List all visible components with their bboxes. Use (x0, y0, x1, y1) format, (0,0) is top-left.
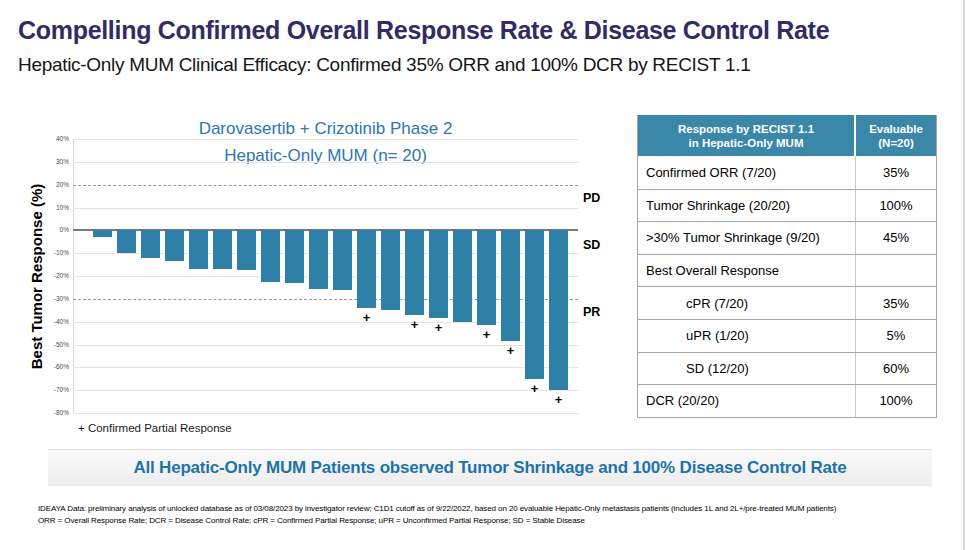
chart-legend: + Confirmed Partial Response (78, 422, 232, 434)
table-header-response-column: Response by RECIST 1.1 in Hepatic-Only M… (638, 115, 856, 156)
y-tick-label: -80% (33, 409, 69, 416)
gridline-20 (73, 185, 578, 186)
patient-bar (357, 230, 376, 308)
table-row: cPR (7/20)35% (638, 286, 936, 319)
y-tick-label: -70% (33, 386, 69, 393)
table-row: >30% Tumor Shrinkage (9/20)45% (638, 221, 936, 254)
patient-bar (141, 230, 160, 257)
table-row-label: SD (12/20) (638, 353, 856, 385)
slide: Compelling Confirmed Overall Response Ra… (0, 0, 965, 550)
table-row-value: 35% (856, 156, 936, 189)
zone-label-pr: PR (583, 305, 623, 319)
table-row-label: Best Overall Response (638, 255, 856, 287)
gridline--60 (73, 367, 578, 368)
table-row-label: cPR (7/20) (638, 287, 856, 319)
table-row-value: 35% (856, 287, 936, 319)
table-row: uPR (1/20)5% (638, 319, 936, 352)
patient-bar (405, 230, 424, 314)
y-tick-label: 10% (33, 204, 69, 211)
table-row: SD (12/20)60% (638, 352, 936, 385)
table-row: Confirmed ORR (7/20)35% (638, 156, 936, 189)
waterfall-plot: 40%30%20%10%0%-10%-20%-30%-40%-50%-60%-7… (73, 139, 578, 413)
patient-bar (189, 230, 208, 269)
zone-label-pd: PD (583, 191, 623, 205)
results-table-body: Confirmed ORR (7/20)35%Tumor Shrinkage (… (638, 156, 936, 417)
patient-bar (165, 230, 184, 261)
patient-bar (117, 230, 136, 253)
patient-bar (213, 230, 232, 269)
y-tick-label: -20% (33, 272, 69, 279)
table-row: Tumor Shrinkage (20/20)100% (638, 189, 936, 222)
patient-bar (261, 230, 280, 281)
patient-bar (525, 230, 544, 378)
confirmed-pr-plus-marker: + (432, 320, 446, 335)
table-row-value: 5% (856, 320, 936, 352)
table-row: Best Overall Response (638, 254, 936, 287)
patient-bar (333, 230, 352, 289)
footnote-data-source: IDEAYA Data: preliminary analysis of unl… (38, 504, 948, 513)
patient-bar (381, 230, 400, 310)
table-row-value (856, 255, 936, 287)
y-tick-label: 40% (33, 135, 69, 142)
results-table-header: Response by RECIST 1.1 in Hepatic-Only M… (638, 115, 936, 156)
zone-label-sd: SD (583, 238, 623, 252)
table-row-value: 100% (856, 190, 936, 222)
confirmed-pr-plus-marker: + (480, 327, 494, 342)
chart-title-line1: Darovasertib + Crizotinib Phase 2 (73, 119, 578, 139)
table-row-label: Tumor Shrinkage (20/20) (638, 190, 856, 222)
table-row-value: 60% (856, 353, 936, 385)
gridline--70 (73, 390, 578, 391)
table-row-label: >30% Tumor Shrinkage (9/20) (638, 222, 856, 254)
page-title: Compelling Confirmed Overall Response Ra… (18, 16, 938, 45)
gridline-30 (73, 162, 578, 163)
confirmed-pr-plus-marker: + (504, 343, 518, 358)
patient-bar (429, 230, 448, 318)
patient-bar (501, 230, 520, 341)
patient-bar (549, 230, 568, 390)
table-header-evaluable-column: Evaluable (N=20) (856, 115, 936, 156)
y-tick-label: 30% (33, 158, 69, 165)
y-tick-label: -50% (33, 341, 69, 348)
patient-bar (309, 230, 328, 288)
table-row-value: 100% (856, 385, 936, 417)
table-row-label: Confirmed ORR (7/20) (638, 156, 856, 189)
patient-bar (477, 230, 496, 325)
gridline--80 (73, 413, 578, 414)
y-tick-label: -30% (33, 295, 69, 302)
y-tick-label: 20% (33, 181, 69, 188)
table-row-value: 45% (856, 222, 936, 254)
patient-bar (93, 230, 112, 237)
footnote-abbreviations: ORR = Overall Response Rate; DCR = Disea… (38, 516, 948, 525)
patient-bar (453, 230, 472, 321)
confirmed-pr-plus-marker: + (360, 310, 374, 325)
confirmed-pr-plus-marker: + (552, 392, 566, 407)
y-tick-label: -40% (33, 318, 69, 325)
page-subtitle: Hepatic-Only MUM Clinical Efficacy: Conf… (18, 54, 938, 76)
patient-bar (237, 230, 256, 270)
table-row-label: DCR (20/20) (638, 385, 856, 417)
patient-bar (285, 230, 304, 283)
y-tick-label: -10% (33, 249, 69, 256)
table-row-label: uPR (1/20) (638, 320, 856, 352)
results-table: Response by RECIST 1.1 in Hepatic-Only M… (637, 115, 937, 418)
table-row: DCR (20/20)100% (638, 384, 936, 417)
y-tick-label: -60% (33, 363, 69, 370)
y-tick-label: 0% (33, 226, 69, 233)
gridline--50 (73, 345, 578, 346)
confirmed-pr-plus-marker: + (528, 381, 542, 396)
summary-banner-text: All Hepatic-Only MUM Patients observed T… (133, 458, 846, 478)
gridline-40 (73, 139, 578, 140)
confirmed-pr-plus-marker: + (408, 317, 422, 332)
summary-banner: All Hepatic-Only MUM Patients observed T… (48, 449, 932, 486)
gridline-10 (73, 208, 578, 209)
